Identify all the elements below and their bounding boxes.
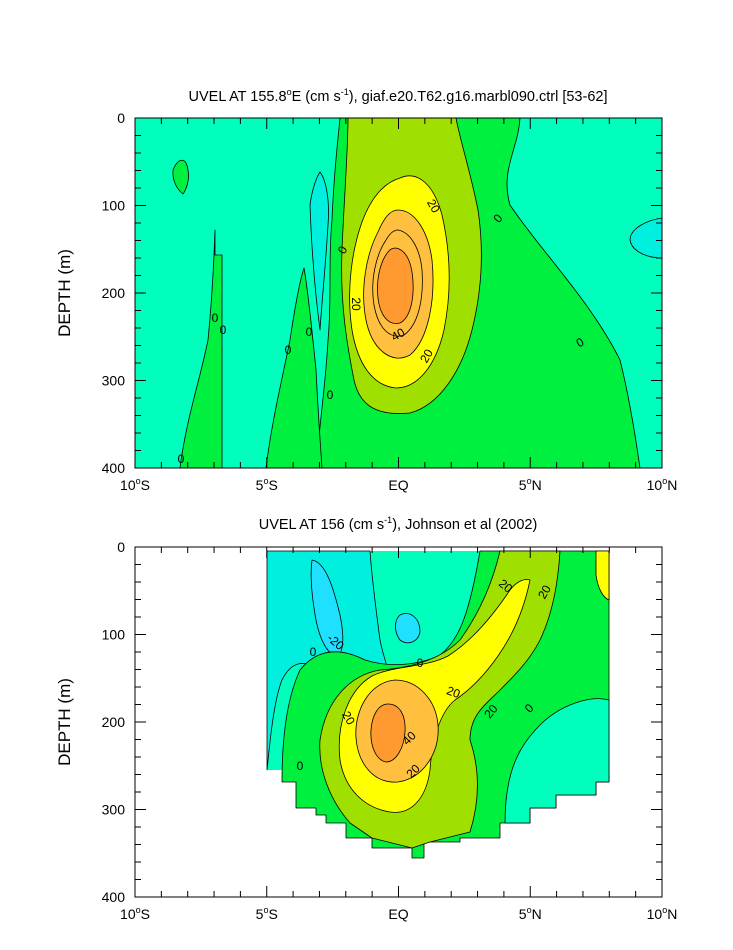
y-tick-label: 200 [102,285,126,301]
y-tick-label: 300 [102,373,126,389]
y-tick-label: 200 [102,714,126,730]
panel2-contour-label: 20 [535,582,554,601]
y-tick-label: 0 [117,539,125,555]
y-tick-label: 100 [102,198,126,214]
panel1-ylabel: DEPTH (m) [55,249,74,337]
x-tick-label: 10oN [647,476,678,493]
panel1-plot-area: 20 0 0 20 40 20 0 0 0 0 0 0 0 [135,118,662,468]
panel1-contour-band-left-filament [179,229,223,468]
panel1-contour-label: 20 [349,297,363,311]
panel1-contour-label: 0 [327,388,334,402]
y-tick-label: 400 [102,460,126,476]
panel2-contour-label: 20 [445,683,463,701]
x-tick-label: 10oS [120,476,150,493]
panel1-contour-band-mid-filament [265,267,323,468]
y-tick-label: 400 [102,889,126,905]
panel2-contour-band-right-yellow [595,550,610,601]
x-tick-label: EQ [388,477,408,493]
panel-model: UVEL AT 155.8oE (cm s-1), giaf.e20.T62.g… [55,87,677,493]
panel2-title: UVEL AT 156 (cm s-1), Johnson et al (200… [259,515,538,533]
panel2-contour-label: 0 [417,656,424,670]
x-tick-label: 10oN [647,905,678,922]
panel1-contour-label: 0 [220,323,227,337]
x-tick-label: 5oN [519,476,542,493]
panel2-contour-band-neg-small [395,613,421,644]
panel1-title: UVEL AT 155.8oE (cm s-1), giaf.e20.T62.g… [189,87,608,105]
panel2-ylabel: DEPTH (m) [55,678,74,766]
panel1-contour-label: 20 [417,346,436,365]
panel1-contour-band-upper-left-blob [172,159,189,195]
panel1-contour-label: 0 [212,311,219,325]
x-tick-label: EQ [388,906,408,922]
panel2-plot-area: 20 20 -20 0 0 20 20 20 40 20 0 0 [266,550,610,859]
panel1-contour-band-max [377,247,414,324]
panel-observed: UVEL AT 156 (cm s-1), Johnson et al (200… [55,515,677,922]
y-tick-label: 0 [117,110,125,126]
panel1-contour-band-neg-filament [309,171,329,331]
panel1-contours [172,118,662,468]
panel2-contour-label: 0 [297,759,304,773]
panel1-contour-label: 0 [178,452,185,466]
panel2-contour-band-0-right-cutout [504,698,610,824]
panel2-contour-label: 20 [339,709,358,728]
x-tick-label: 10oS [120,905,150,922]
panel1-contour-label: 0 [306,325,313,339]
panel2-contours [266,550,610,859]
panel1-contour-label: 40 [389,325,408,344]
y-tick-label: 300 [102,802,126,818]
x-tick-label: 5oS [256,476,278,493]
panel1-contour-label: 20 [424,197,443,216]
panel2-contour-band-max [370,703,406,763]
y-tick-label: 100 [102,627,126,643]
panel1-contour-band-neg-right [629,217,662,259]
panel2-contour-label: 0 [310,645,317,659]
x-tick-label: 5oN [519,905,542,922]
x-tick-label: 5oS [256,905,278,922]
panel1-contour-label: 0 [285,343,292,357]
